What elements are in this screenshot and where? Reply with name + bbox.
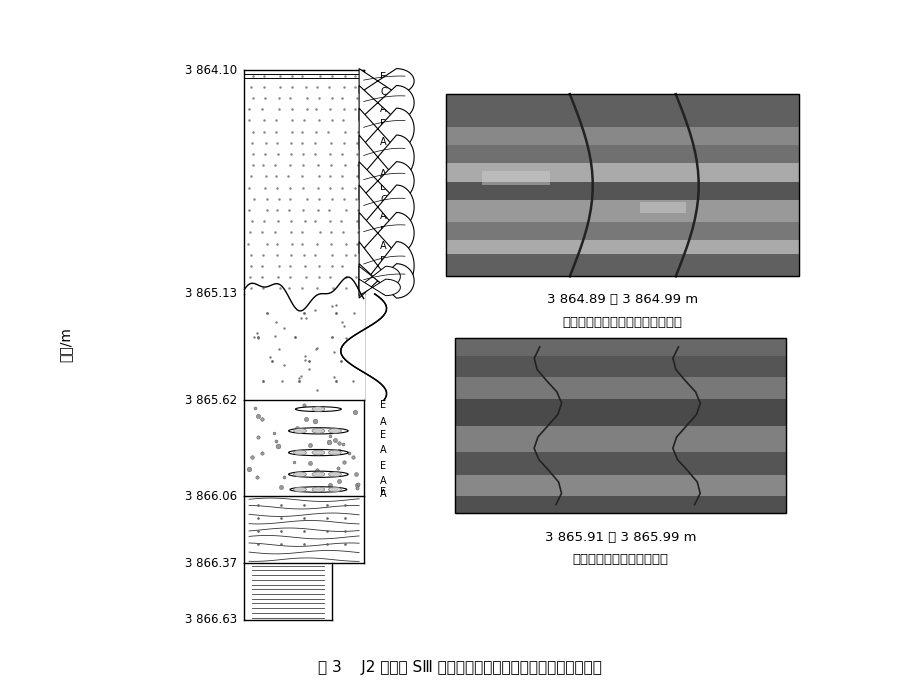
Text: 3 866.63: 3 866.63 [185,613,237,627]
Polygon shape [455,338,785,355]
Text: E: E [380,182,386,193]
Polygon shape [446,164,799,181]
Text: A: A [380,445,386,455]
Ellipse shape [312,450,324,455]
Text: 3 865.91 ～ 3 865.99 m: 3 865.91 ～ 3 865.99 m [544,531,696,544]
Text: E: E [380,72,386,81]
Text: E: E [380,226,386,236]
Polygon shape [455,338,785,513]
Text: A: A [380,476,386,486]
Ellipse shape [328,472,341,477]
Polygon shape [446,240,799,255]
Ellipse shape [312,428,324,433]
Polygon shape [446,181,799,200]
Text: C: C [380,287,387,297]
Text: E: E [380,282,386,293]
Ellipse shape [289,449,347,455]
Text: A: A [380,210,386,221]
Ellipse shape [293,472,306,477]
Text: 3 865.62: 3 865.62 [185,394,237,407]
Text: 3 866.37: 3 866.37 [185,557,237,570]
Ellipse shape [312,487,324,492]
Polygon shape [455,475,785,496]
Ellipse shape [293,450,306,455]
Polygon shape [446,200,799,221]
Polygon shape [358,161,414,200]
Text: E: E [380,461,386,471]
Polygon shape [455,377,785,400]
Polygon shape [446,94,799,127]
Polygon shape [446,255,799,276]
Text: 3 866.06: 3 866.06 [185,489,237,502]
Text: 递变层理粉细砂岩与水平层理泥岩: 递变层理粉细砂岩与水平层理泥岩 [562,316,682,329]
Polygon shape [358,185,414,229]
Ellipse shape [295,406,341,411]
Polygon shape [358,108,414,150]
Ellipse shape [328,487,341,492]
Polygon shape [446,145,799,164]
Polygon shape [446,221,799,240]
Ellipse shape [328,450,341,455]
Polygon shape [358,135,414,179]
Text: C: C [380,195,387,206]
Ellipse shape [289,428,347,434]
Text: 3 864.10: 3 864.10 [185,63,237,77]
Text: A: A [380,269,386,279]
Text: A: A [380,489,386,499]
Polygon shape [358,279,400,295]
Polygon shape [358,241,414,290]
Polygon shape [455,355,785,377]
Text: 图 3    J2 井层序 SⅢ 辞状河三角洲前缘滑塡浆积体岩心序列图: 图 3 J2 井层序 SⅢ 辞状河三角洲前缘滑塡浆积体岩心序列图 [318,660,601,676]
Polygon shape [358,264,414,298]
Text: A: A [380,104,386,115]
Ellipse shape [289,471,347,477]
Polygon shape [358,68,414,93]
Text: 3 865.13: 3 865.13 [185,288,237,300]
Polygon shape [455,400,785,426]
Text: E: E [380,119,386,130]
Ellipse shape [293,428,306,433]
Text: A: A [380,417,386,427]
Text: A: A [380,170,386,179]
Polygon shape [455,426,785,452]
Polygon shape [446,127,799,145]
Text: E: E [380,152,386,162]
Text: 具泥岩撞裂层的块状细碗岩: 具泥岩撞裂层的块状细碗岩 [572,553,668,566]
Text: 深度/m: 深度/m [59,328,73,362]
Text: C: C [380,278,387,288]
Text: E: E [380,400,386,410]
Polygon shape [358,213,414,254]
Polygon shape [446,94,799,276]
Text: E: E [380,257,386,266]
Polygon shape [455,496,785,513]
Polygon shape [358,266,400,287]
Polygon shape [358,86,414,120]
Ellipse shape [312,406,324,411]
Text: 3 864.89 ～ 3 864.99 m: 3 864.89 ～ 3 864.99 m [547,293,698,306]
Text: E: E [380,486,386,497]
Text: A: A [380,241,386,251]
Text: E: E [380,430,386,440]
Ellipse shape [328,428,341,433]
Text: A: A [380,137,386,147]
Polygon shape [455,452,785,475]
Polygon shape [640,201,686,213]
Text: C: C [380,87,387,97]
Polygon shape [481,170,550,185]
Ellipse shape [293,487,306,492]
Ellipse shape [289,486,346,492]
Ellipse shape [312,472,324,477]
